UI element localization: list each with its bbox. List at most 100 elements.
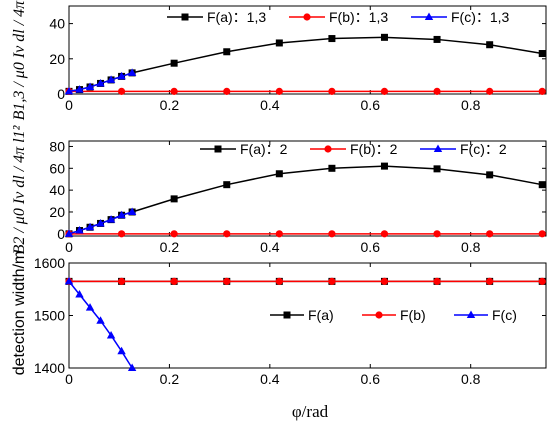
- data-point: [127, 207, 137, 215]
- data-point: [170, 277, 178, 285]
- data-point: [538, 230, 546, 238]
- data-point: [275, 87, 283, 95]
- data-point: [486, 230, 494, 238]
- data-point: [117, 230, 126, 238]
- data-point: [538, 50, 546, 58]
- y-tick-label: 1500: [34, 308, 65, 324]
- data-point: [85, 82, 95, 90]
- data-point: [380, 87, 389, 95]
- data-point: [170, 59, 178, 67]
- data-point: [380, 162, 388, 170]
- x-tick-label: 0.6: [361, 97, 381, 113]
- legend-marker: [433, 144, 443, 152]
- data-point: [486, 41, 494, 49]
- data-point: [96, 218, 105, 227]
- x-tick-label: 0.2: [160, 239, 180, 255]
- legend-item: F(b)：1,3: [289, 9, 388, 25]
- legend-marker: [466, 310, 476, 318]
- series-line: [68, 36, 543, 93]
- legend-item: F(b)：2: [310, 141, 398, 157]
- data-point: [117, 210, 126, 219]
- legend: F(a)：1,3 F(b)：1,3 F(c)：1,3: [167, 9, 510, 25]
- data-point: [64, 276, 74, 285]
- legend-marker: [375, 311, 383, 319]
- legend-item: F(c): [454, 307, 517, 323]
- data-point: [538, 87, 546, 95]
- plot-frame: [68, 140, 547, 237]
- x-tick-label: 0.2: [160, 97, 180, 113]
- data-point: [433, 277, 441, 285]
- y-tick-label: 20: [49, 51, 65, 67]
- y-tick-label: 0: [57, 86, 65, 102]
- legend: F(a)：2 F(b)：2 F(c)：2: [200, 141, 507, 157]
- legend: F(a) F(b) F(c): [270, 307, 517, 323]
- data-point: [223, 48, 231, 56]
- y-axis-label-top: B1,3 / μ0 Iv dl / 4π l1²: [11, 0, 28, 120]
- y-tick-label: 0: [57, 226, 65, 242]
- legend-label: F(b)：2: [350, 141, 398, 157]
- data-point: [106, 75, 116, 83]
- y-tick-label: 80: [49, 138, 65, 154]
- data-point: [223, 277, 231, 285]
- legend-label: F(b)：1,3: [329, 9, 388, 25]
- data-point: [380, 277, 389, 285]
- data-point: [223, 230, 231, 238]
- x-axis-label: φ/rad: [292, 402, 329, 421]
- legend-marker: [303, 13, 311, 21]
- series-line: [68, 165, 543, 235]
- legend-item: F(b): [362, 307, 426, 323]
- data-point: [380, 230, 389, 238]
- data-point: [433, 230, 441, 238]
- data-point: [486, 277, 494, 285]
- data-point: [64, 86, 74, 95]
- legend-marker: [181, 13, 189, 21]
- data-point: [85, 303, 95, 311]
- x-tick-label: 0: [65, 97, 73, 113]
- y-tick-label: 20: [49, 204, 65, 220]
- series-triangle: [64, 276, 137, 371]
- data-point: [433, 165, 441, 173]
- data-point: [328, 35, 336, 43]
- legend-label: F(a)：2: [240, 141, 288, 157]
- y-axis-label-middle: B2 / μ0 Iv dl / 4π l1²: [11, 124, 28, 254]
- series-triangle: [64, 68, 137, 95]
- legend-marker: [324, 145, 332, 153]
- legend-label: F(a)：1,3: [207, 9, 266, 25]
- data-point: [127, 363, 137, 371]
- plot-frame: [68, 5, 547, 95]
- x-tick-label: 0.6: [361, 239, 381, 255]
- data-point: [106, 330, 116, 339]
- chart-panel-middle: 0 0.2 0.4 0.6 0.8 0 20 40 60 80 F(a)：2 F(b)：2 F(c)：2: [49, 138, 547, 255]
- data-point: [275, 230, 283, 238]
- data-point: [223, 181, 231, 189]
- legend-marker: [424, 12, 434, 20]
- x-tick-label: 0.2: [160, 371, 180, 387]
- data-point: [75, 226, 84, 234]
- data-point: [170, 195, 178, 203]
- data-point: [328, 277, 336, 285]
- y-axis-label-middle-text: B2 / μ0 Iv dl / 4π l1²: [11, 124, 28, 254]
- data-point: [433, 87, 441, 95]
- data-point: [328, 230, 336, 238]
- data-point: [486, 171, 494, 179]
- y-axis-label-top-text: B1,3 / μ0 Iv dl / 4π l1²: [11, 0, 28, 120]
- data-point: [170, 87, 178, 95]
- data-point: [223, 87, 231, 95]
- x-axis: 0 0.2 0.4 0.6 0.8: [65, 141, 481, 255]
- legend-item: F(c)：2: [420, 141, 507, 157]
- data-point: [380, 33, 388, 41]
- x-tick-label: 0.6: [361, 371, 381, 387]
- data-point: [538, 181, 546, 189]
- series-triangle: [64, 207, 137, 237]
- data-point: [75, 290, 84, 298]
- data-point: [96, 316, 105, 324]
- y-axis: 0 20 40: [49, 16, 546, 102]
- x-tick-label: 0.8: [461, 239, 481, 255]
- y-tick-label: 40: [49, 182, 65, 198]
- y-axis-label-bottom: detection width/m: [11, 251, 28, 376]
- data-point: [117, 71, 126, 80]
- data-point: [127, 68, 137, 76]
- x-tick-label: 0.4: [260, 239, 280, 255]
- chart-panel-top: 0 0.2 0.4 0.6 0.8 0 20 40 F(a)：1,3 F(b)：1,3 F(c)：1…: [49, 5, 547, 113]
- series-circle: [65, 230, 546, 238]
